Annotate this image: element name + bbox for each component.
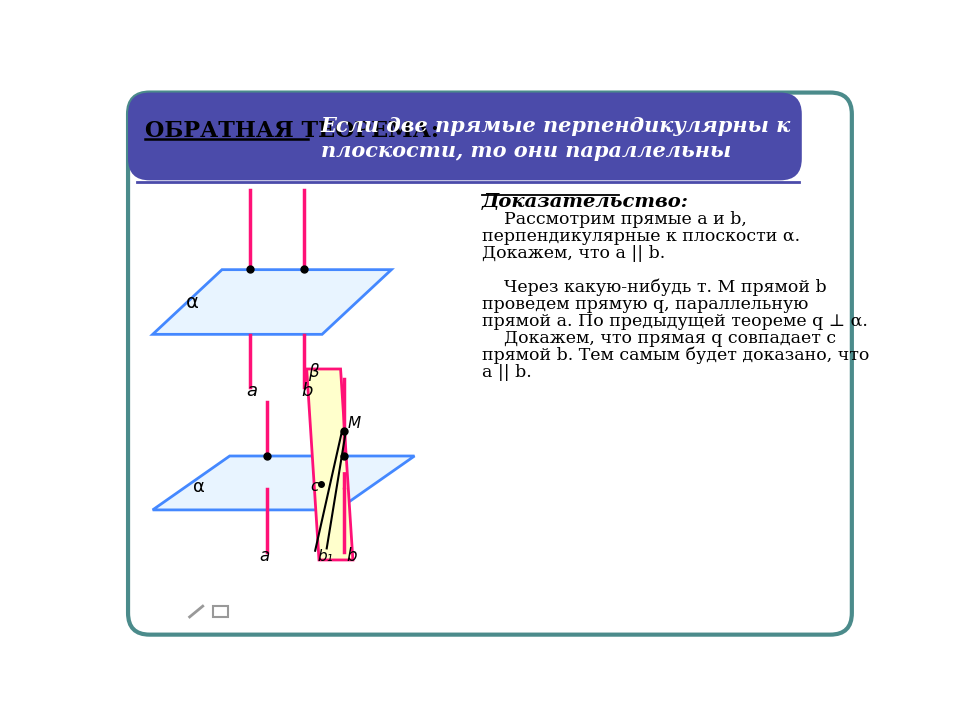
Polygon shape [153,456,415,510]
Text: проведем прямую q, параллельную: проведем прямую q, параллельную [482,296,809,312]
Text: Докажем, что прямая q совпадает с: Докажем, что прямая q совпадает с [482,330,836,347]
FancyBboxPatch shape [128,93,852,634]
Polygon shape [307,369,353,560]
Text: прямой b. Тем самым будет доказано, что: прямой b. Тем самым будет доказано, что [482,346,870,364]
Text: α: α [185,293,199,312]
Polygon shape [153,270,391,334]
FancyBboxPatch shape [128,93,802,180]
Text: Рассмотрим прямые a и b,: Рассмотрим прямые a и b, [482,211,748,228]
Text: a: a [259,547,270,565]
Text: b: b [347,547,358,565]
Text: Доказательство:: Доказательство: [482,193,689,211]
Text: плоскости, то они параллельны: плоскости, то они параллельны [320,141,730,161]
Text: b₁: b₁ [317,549,334,564]
Text: α: α [193,478,205,496]
Text: M: M [347,416,360,431]
Bar [213,606,228,617]
Text: β: β [308,363,319,381]
Text: a || b.: a || b. [482,364,532,381]
Text: Если две прямые перпендикулярны к: Если две прямые перпендикулярны к [320,117,791,136]
Text: перпендикулярные к плоскости α.: перпендикулярные к плоскости α. [482,228,800,245]
Text: Через какую-нибудь т. M прямой b: Через какую-нибудь т. M прямой b [482,279,827,297]
Text: a: a [246,382,257,400]
Text: c: c [311,479,319,494]
Text: ОБРАТНАЯ ТЕОРЕМА:: ОБРАТНАЯ ТЕОРЕМА: [145,120,439,142]
Text: b: b [301,382,313,400]
Text: прямой а. По предыдущей теореме q ⊥ α.: прямой а. По предыдущей теореме q ⊥ α. [482,312,868,330]
Text: Докажем, что a || b.: Докажем, что a || b. [482,245,665,262]
